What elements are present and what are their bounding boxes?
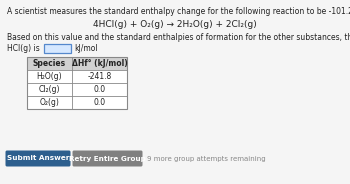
Text: HCl(g) is: HCl(g) is — [7, 44, 40, 53]
Text: Cl₂(g): Cl₂(g) — [39, 85, 60, 94]
Bar — [27, 57, 127, 109]
Text: O₂(g): O₂(g) — [40, 98, 60, 107]
FancyBboxPatch shape — [6, 151, 70, 167]
Text: kJ/mol: kJ/mol — [74, 44, 98, 53]
Text: 4HCl(g) + O₂(g) → 2H₂O(g) + 2Cl₂(g): 4HCl(g) + O₂(g) → 2H₂O(g) + 2Cl₂(g) — [93, 20, 257, 29]
Bar — [44, 43, 71, 52]
Text: 0.0: 0.0 — [93, 98, 106, 107]
Text: 0.0: 0.0 — [93, 85, 106, 94]
FancyBboxPatch shape — [72, 151, 142, 167]
Text: Retry Entire Group: Retry Entire Group — [69, 155, 146, 162]
Bar — [27, 57, 127, 109]
Text: Submit Answer: Submit Answer — [7, 155, 69, 162]
Bar — [27, 57, 127, 70]
Text: 9 more group attempts remaining: 9 more group attempts remaining — [147, 155, 266, 162]
Text: -241.8: -241.8 — [88, 72, 112, 81]
Text: Based on this value and the standard enthalpies of formation for the other subst: Based on this value and the standard ent… — [7, 33, 350, 42]
Text: A scientist measures the standard enthalpy change for the following reaction to : A scientist measures the standard enthal… — [7, 7, 350, 16]
Text: H₂O(g): H₂O(g) — [37, 72, 62, 81]
Text: ΔHf° (kJ/mol): ΔHf° (kJ/mol) — [72, 59, 127, 68]
Text: Species: Species — [33, 59, 66, 68]
